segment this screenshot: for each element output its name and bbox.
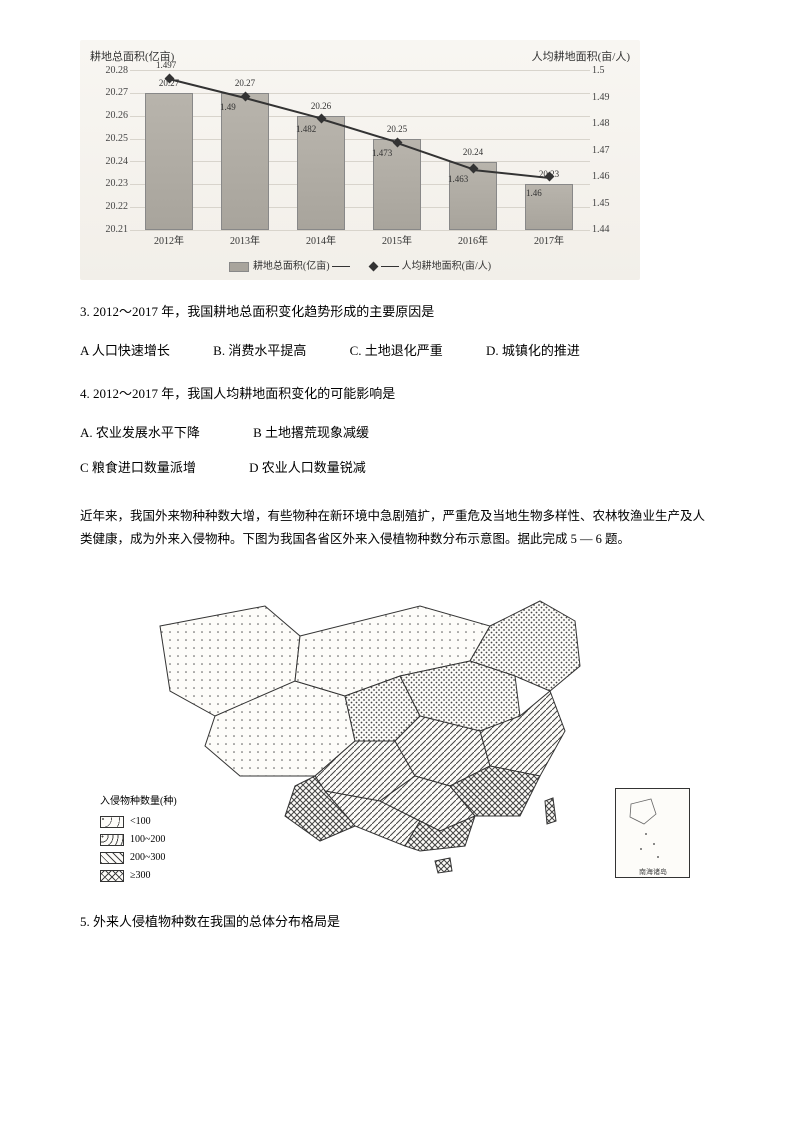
map-svg [120, 566, 660, 896]
chart-y-right-title: 人均耕地面积(亩/人) [532, 48, 630, 64]
bar-2013: 20.27 [221, 93, 269, 230]
q4-option-c: C 粮食进口数量派增 [80, 454, 196, 483]
question-5-text: 5. 外来人侵植物种数在我国的总体分布格局是 [80, 910, 714, 933]
chart-legend: 耕地总面积(亿亩) 人均耕地面积(亩/人) [80, 257, 640, 272]
q4-option-a: A. 农业发展水平下降 [80, 419, 200, 448]
question-4-options: A. 农业发展水平下降 B 土地撂荒现象减缓 C 粮食进口数量派增 D 农业人口… [80, 419, 714, 488]
y-axis-left: 20.28 20.27 20.26 20.25 20.24 20.23 20.2… [80, 70, 128, 230]
svg-text:南海诸岛: 南海诸岛 [639, 867, 667, 876]
question-3-text: 3. 2012～2017 年，我国耕地总面积变化趋势形成的主要原因是 [80, 300, 714, 323]
legend-item-0: <100 [100, 814, 177, 830]
map-legend-title: 入侵物种数量(种) [100, 794, 177, 810]
y-axis-right: 1.5 1.49 1.48 1.47 1.46 1.45 1.44 [592, 70, 640, 230]
q4-option-d: D 农业人口数量锐减 [249, 454, 366, 483]
legend-item-3: ≥300 [100, 868, 177, 884]
china-map: 入侵物种数量(种) <100 100~200 200~300 ≥300 南海诸岛 [120, 566, 660, 896]
q3-option-a: A 人口快速增长 [80, 337, 170, 366]
bar-2012: 20.27 [145, 93, 193, 230]
map-inset-south-china-sea: 南海诸岛 [615, 788, 690, 878]
question-3-options: A 人口快速增长 B. 消费水平提高 C. 土地退化严重 D. 城镇化的推进 [80, 337, 714, 366]
passage-text: 近年来，我国外来物种种数大增，有些物种在新环境中急剧殖扩，严重危及当地生物多样性… [80, 505, 714, 553]
q3-option-d: D. 城镇化的推进 [486, 337, 580, 366]
x-axis: 2012年 2013年 2014年 2015年 2016年 2017年 [130, 232, 590, 252]
legend-item-1: 100~200 [100, 832, 177, 848]
q3-option-b: B. 消费水平提高 [213, 337, 306, 366]
map-legend: 入侵物种数量(种) <100 100~200 200~300 ≥300 [100, 794, 177, 886]
legend-diamond-icon [369, 262, 379, 272]
q3-option-c: C. 土地退化严重 [350, 337, 443, 366]
chart-plot-area: 20.27 20.27 20.26 20.25 20.24 20.23 1.49… [130, 70, 590, 230]
legend-bar-swatch [229, 262, 249, 272]
q4-option-b: B 土地撂荒现象减缓 [253, 419, 369, 448]
question-4-text: 4. 2012～2017 年，我国人均耕地面积变化的可能影响是 [80, 382, 714, 405]
farmland-chart: 耕地总面积(亿亩) 人均耕地面积(亩/人) 20.28 20.27 20.26 … [80, 40, 640, 280]
legend-item-2: 200~300 [100, 850, 177, 866]
